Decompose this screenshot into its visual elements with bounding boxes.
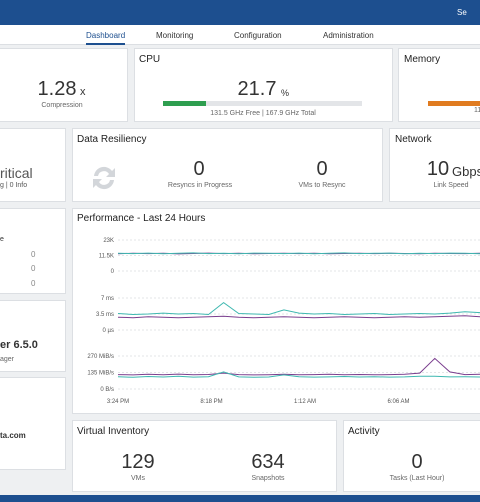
nav-tab[interactable]: Configuration — [234, 31, 282, 40]
activity-title: Activity — [348, 426, 380, 437]
side-value: 0 — [31, 264, 36, 273]
compression-value: 1.28 — [37, 78, 77, 100]
y-tick-label: 23K — [103, 238, 114, 244]
series-line — [117, 301, 480, 316]
version-card — [0, 300, 66, 372]
series-line — [117, 357, 480, 376]
vms-resync-label: VMs to Resync — [298, 182, 346, 189]
x-tick-label: 1:12 AM — [294, 399, 316, 405]
cpu-value: 21.7 — [237, 78, 277, 100]
performance-charts: 0 11.5K 23K 0 µs 3.5 ms 7 ms 0 B/s 135 MiB/s 270… — [87, 238, 480, 405]
vms-value: 129 — [121, 451, 155, 473]
compression-unit: x — [80, 86, 86, 98]
snapshots-value: 634 — [251, 451, 285, 473]
inventory-title: Virtual Inventory — [77, 426, 150, 437]
cpu-title: CPU — [139, 54, 161, 65]
performance-card — [72, 208, 480, 414]
memory-bar — [428, 101, 480, 106]
vms-resync-value: 0 — [316, 158, 328, 180]
inventory-card — [72, 420, 337, 492]
series-line — [117, 371, 480, 378]
compression-label: Compression — [41, 102, 83, 109]
memory-card — [398, 48, 480, 122]
health-detail: g | 0 Info — [0, 182, 28, 189]
resiliency-card — [72, 128, 383, 202]
series-line — [117, 315, 480, 319]
version: er 6.5.0 — [0, 339, 38, 351]
y-tick-label: 11.5K — [99, 254, 114, 260]
top-bar: Se — [0, 0, 480, 25]
y-tick-label: 0 µs — [103, 328, 114, 334]
y-tick-label: 270 MiB/s — [87, 354, 114, 360]
y-tick-label: 3.5 ms — [96, 312, 114, 318]
memory-title: Memory — [404, 54, 441, 65]
memory-summary: 11 — [474, 107, 480, 114]
side-value: 0 — [31, 279, 36, 288]
performance-title: Performance - Last 24 Hours — [77, 213, 206, 224]
version-label: ager — [0, 356, 15, 363]
x-tick-label: 6:06 AM — [387, 399, 409, 405]
search[interactable]: Se — [457, 8, 467, 17]
nav-bar — [0, 25, 480, 45]
network-unit: Gbps — [452, 164, 480, 179]
activity-label: Tasks (Last Hour) — [389, 475, 445, 482]
network-card — [389, 128, 480, 202]
y-tick-label: 0 — [111, 269, 115, 275]
network-title: Network — [395, 134, 432, 145]
network-label: Link Speed — [433, 182, 469, 189]
cpu-unit: % — [281, 88, 290, 98]
cpu-bar — [163, 101, 207, 106]
footer-bar — [0, 495, 480, 502]
nav-tab[interactable]: Monitoring — [156, 31, 194, 40]
side-label: e — [0, 236, 4, 243]
x-tick-label: 3:24 PM — [107, 399, 129, 405]
x-tick-label: 8:18 PM — [200, 399, 222, 405]
resyncs-label: Resyncs in Progress — [167, 182, 233, 189]
y-tick-label: 0 B/s — [100, 387, 114, 393]
series-line — [117, 252, 480, 255]
host-text: ta.com — [0, 431, 26, 440]
y-tick-label: 135 MiB/s — [87, 371, 114, 377]
capacity-card — [0, 48, 128, 122]
nav-tab[interactable]: Dashboard — [86, 31, 126, 45]
activity-card — [343, 420, 480, 492]
host-card — [0, 377, 66, 470]
cpu-card — [134, 48, 393, 122]
health-status: ritical — [0, 165, 33, 181]
activity-value: 0 — [411, 451, 423, 473]
side-card — [0, 208, 66, 294]
resiliency-title: Data Resiliency — [77, 134, 147, 145]
refresh-icon — [93, 166, 115, 190]
vms-label: VMs — [131, 475, 145, 482]
cpu-track — [163, 101, 362, 106]
side-value: 0 — [31, 250, 36, 259]
cpu-summary: 131.5 GHz Free | 167.9 GHz Total — [210, 110, 316, 117]
resyncs-value: 0 — [193, 158, 205, 180]
nav-tab[interactable]: Administration — [323, 31, 374, 40]
y-tick-label: 7 ms — [101, 296, 114, 302]
snapshots-label: Snapshots — [251, 475, 285, 482]
health-card — [0, 128, 66, 202]
network-value: 10 — [426, 158, 450, 180]
